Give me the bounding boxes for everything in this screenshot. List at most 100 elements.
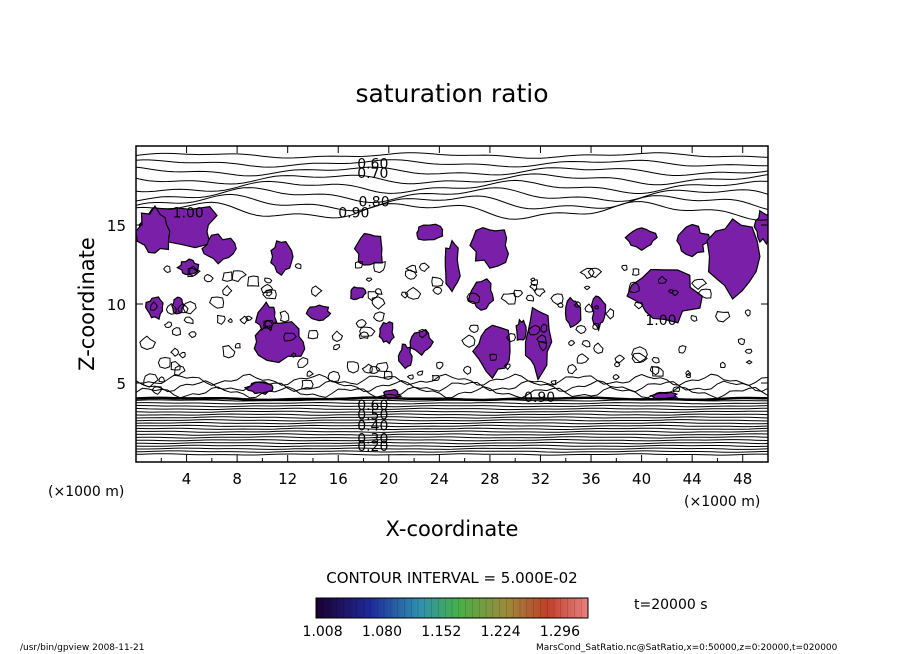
contour-squiggle xyxy=(187,267,200,278)
contour-squiggle xyxy=(612,374,620,380)
contour-squiggle xyxy=(222,345,236,359)
contour-squiggle xyxy=(505,332,517,343)
supersaturated-region xyxy=(416,223,444,241)
supersaturated-region xyxy=(676,223,712,258)
x-tick-label: 40 xyxy=(632,470,651,488)
contour-squiggle xyxy=(310,285,323,297)
contour-squiggle xyxy=(263,319,274,329)
contour-squiggle xyxy=(533,288,546,298)
supersaturated-region xyxy=(753,209,768,246)
contour-squiggle xyxy=(691,278,708,290)
supersaturated-region xyxy=(201,233,237,265)
contour-line xyxy=(136,407,768,411)
contour-squiggle xyxy=(231,270,247,283)
contour-line xyxy=(136,373,768,387)
contour-squiggle xyxy=(744,348,753,354)
contour-squiggle xyxy=(307,329,319,340)
supersaturated-region xyxy=(350,286,367,301)
contour-squiggle xyxy=(359,326,376,337)
contour-squiggle xyxy=(260,283,273,294)
supersaturated-region xyxy=(564,296,582,329)
contour-squiggle xyxy=(690,315,698,322)
contour-label: 0.30 xyxy=(357,431,388,447)
contour-line xyxy=(136,166,768,177)
contour-squiggle xyxy=(557,302,564,308)
contour-squiggle xyxy=(529,284,538,292)
contour-squiggle xyxy=(614,354,626,364)
contour-label: 0.20 xyxy=(357,439,388,455)
contour-line xyxy=(136,152,768,159)
contour-squiggle xyxy=(628,281,640,294)
contour-squiggle xyxy=(431,276,444,287)
contour-squiggle xyxy=(745,359,753,365)
contour-squiggle xyxy=(631,268,640,276)
supersaturated-region xyxy=(353,232,383,266)
x-tick-label: 16 xyxy=(329,470,348,488)
contour-squiggle xyxy=(466,292,481,305)
contour-squiggle xyxy=(538,341,547,352)
y-tick-label: 15 xyxy=(107,217,126,235)
contour-squiggle xyxy=(177,303,189,314)
contour-squiggle xyxy=(592,322,600,330)
contour-label: 1.00 xyxy=(645,313,676,329)
colorbar-tick-label: 1.296 xyxy=(540,624,580,640)
contour-label: 0.60 xyxy=(357,398,388,414)
contour-squiggle xyxy=(157,356,171,369)
contour-line xyxy=(136,379,768,393)
contour-squiggle xyxy=(536,334,548,345)
contour-squiggle xyxy=(247,275,260,287)
contour-label: 0.80 xyxy=(358,194,389,210)
supersaturated-region xyxy=(171,296,185,315)
contour-squiggle xyxy=(436,361,444,370)
x-tick-label: 20 xyxy=(379,470,398,488)
x-tick-label: 48 xyxy=(733,470,752,488)
contour-line xyxy=(136,427,768,430)
contour-line xyxy=(136,439,768,442)
contour-squiggle xyxy=(183,316,194,325)
contour-squiggle xyxy=(367,291,379,302)
contour-squiggle xyxy=(525,294,535,302)
x-tick-label: 12 xyxy=(278,470,297,488)
supersaturated-region xyxy=(624,227,658,252)
contour-squiggle xyxy=(587,267,603,279)
contour-squiggle xyxy=(221,271,233,282)
contour-squiggle xyxy=(149,301,158,311)
contour-squiggle xyxy=(264,320,274,327)
contour-squiggle xyxy=(279,310,290,323)
contour-squiggle xyxy=(300,379,314,390)
chart-title: saturation ratio xyxy=(355,79,548,108)
colorbar-stripes xyxy=(315,598,589,618)
contour-squiggle xyxy=(383,370,393,380)
x-unit-right: (×1000 m) xyxy=(684,494,760,510)
contour-squiggle xyxy=(678,345,687,354)
contour-squiggle xyxy=(530,277,536,282)
contour-squiggle xyxy=(651,366,664,377)
contour-squiggle xyxy=(158,376,166,383)
contour-line xyxy=(136,430,768,433)
contour-squiggle xyxy=(593,342,604,354)
supersaturated-region xyxy=(136,204,171,254)
footer-left: /usr/bin/gpview 2008-11-21 xyxy=(20,643,144,653)
contour-squiggle xyxy=(657,275,668,284)
footer-right: MarsCond_SatRatio.nc@SatRatio,x=0:50000,… xyxy=(536,643,838,653)
contour-squiggle xyxy=(583,285,591,291)
contour-squiggle xyxy=(418,262,431,273)
contour-squiggle xyxy=(594,305,599,310)
contour-squiggle xyxy=(365,277,373,283)
contour-squiggle xyxy=(614,361,621,368)
supersaturated-region xyxy=(176,258,200,276)
supersaturated-region xyxy=(626,268,703,324)
contour-squiggle xyxy=(631,346,648,363)
contour-squiggle xyxy=(245,315,253,322)
colorbar-tick-label: 1.080 xyxy=(362,624,402,640)
contour-squiggle xyxy=(171,327,181,337)
supersaturated-region xyxy=(467,278,495,311)
contour-line xyxy=(136,424,768,428)
contour-line-thick xyxy=(136,396,768,402)
colorbar-tick-label: 1.008 xyxy=(303,624,343,640)
contour-squiggle xyxy=(697,288,712,299)
contour-squiggle xyxy=(431,374,441,381)
contour-squiggle xyxy=(170,360,181,371)
supersaturated-region xyxy=(590,295,607,332)
contour-squiggle xyxy=(737,337,745,346)
